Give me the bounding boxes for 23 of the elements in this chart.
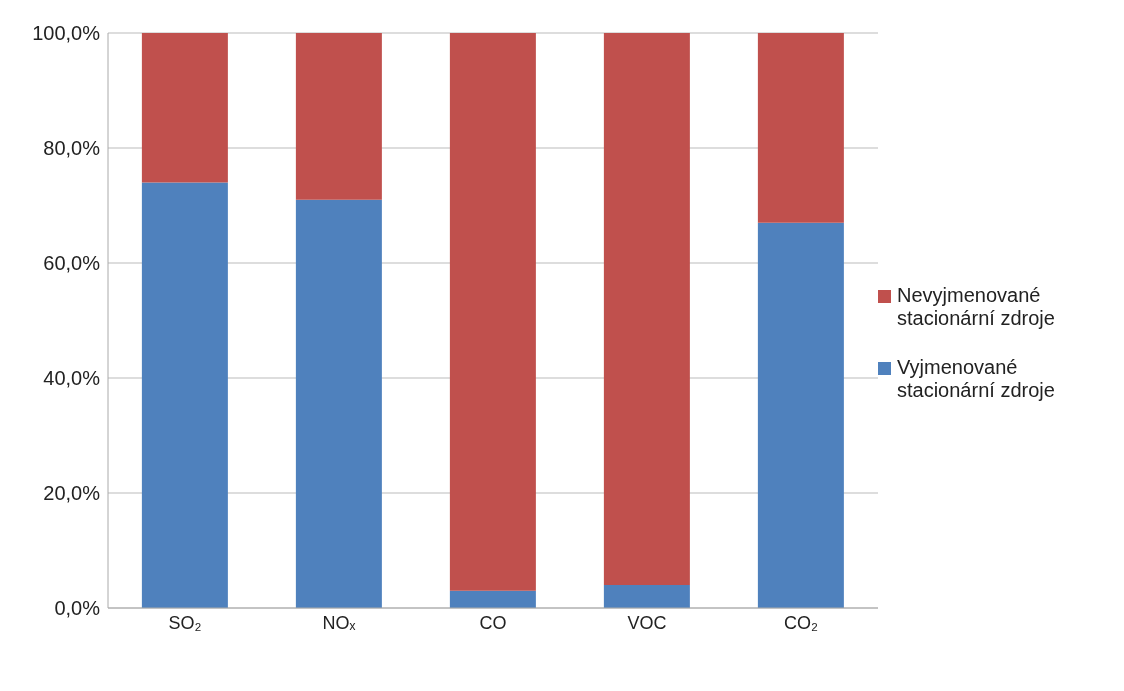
bar	[757, 33, 844, 223]
x-tick-label: CO	[479, 612, 507, 633]
legend-label: Nevyjmenované stacionární zdroje	[897, 284, 1056, 330]
y-tick-label: 100,0%	[32, 22, 101, 45]
bar	[295, 33, 382, 200]
y-tick-label: 60,0%	[43, 252, 101, 275]
bar	[295, 199, 382, 608]
bar	[141, 33, 228, 183]
x-tick-label: CO₂	[784, 612, 818, 633]
bar	[757, 222, 844, 608]
x-tick-label: VOC	[627, 612, 667, 633]
bar	[603, 33, 690, 585]
bar	[449, 33, 536, 591]
y-tick-label: 0,0%	[54, 597, 101, 620]
legend-label: Vyjmenované stacionární zdroje	[897, 356, 1056, 402]
x-tick-label: SO₂	[168, 612, 202, 633]
y-tick-label: 40,0%	[43, 367, 101, 390]
bar	[449, 590, 536, 608]
x-tick-label: NOₓ	[322, 612, 356, 633]
bar	[603, 585, 690, 608]
bar	[141, 182, 228, 608]
y-tick-label: 80,0%	[43, 137, 101, 160]
y-tick-label: 20,0%	[43, 482, 101, 505]
